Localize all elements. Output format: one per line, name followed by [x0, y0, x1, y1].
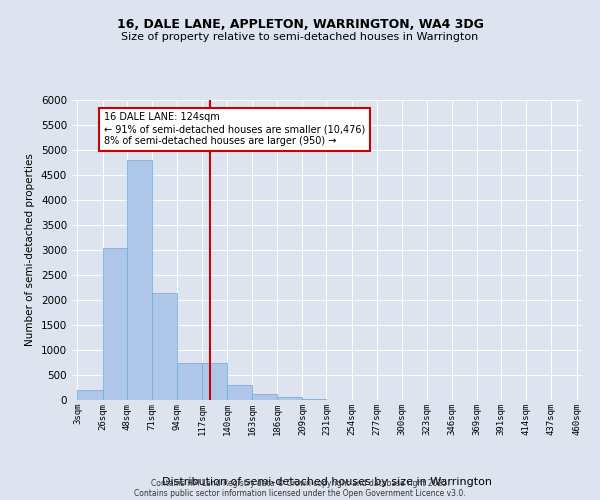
Y-axis label: Number of semi-detached properties: Number of semi-detached properties [25, 154, 35, 346]
Text: Contains HM Land Registry data © Crown copyright and database right 2025.: Contains HM Land Registry data © Crown c… [151, 478, 449, 488]
Bar [227, 385, 252, 400]
Text: Size of property relative to semi-detached houses in Warrington: Size of property relative to semi-detach… [121, 32, 479, 42]
Bar [277, 396, 302, 400]
Bar [152, 292, 177, 400]
Bar [302, 398, 326, 400]
Text: Contains public sector information licensed under the Open Government Licence v3: Contains public sector information licen… [134, 488, 466, 498]
Text: 16 DALE LANE: 124sqm
← 91% of semi-detached houses are smaller (10,476)
8% of se: 16 DALE LANE: 124sqm ← 91% of semi-detac… [104, 112, 365, 146]
Bar [202, 362, 227, 400]
Text: 16, DALE LANE, APPLETON, WARRINGTON, WA4 3DG: 16, DALE LANE, APPLETON, WARRINGTON, WA4… [116, 18, 484, 30]
Bar [127, 160, 152, 400]
X-axis label: Distribution of semi-detached houses by size in Warrington: Distribution of semi-detached houses by … [162, 476, 492, 486]
Bar [77, 390, 103, 400]
Bar [252, 394, 277, 400]
Bar [103, 248, 127, 400]
Bar [177, 362, 202, 400]
